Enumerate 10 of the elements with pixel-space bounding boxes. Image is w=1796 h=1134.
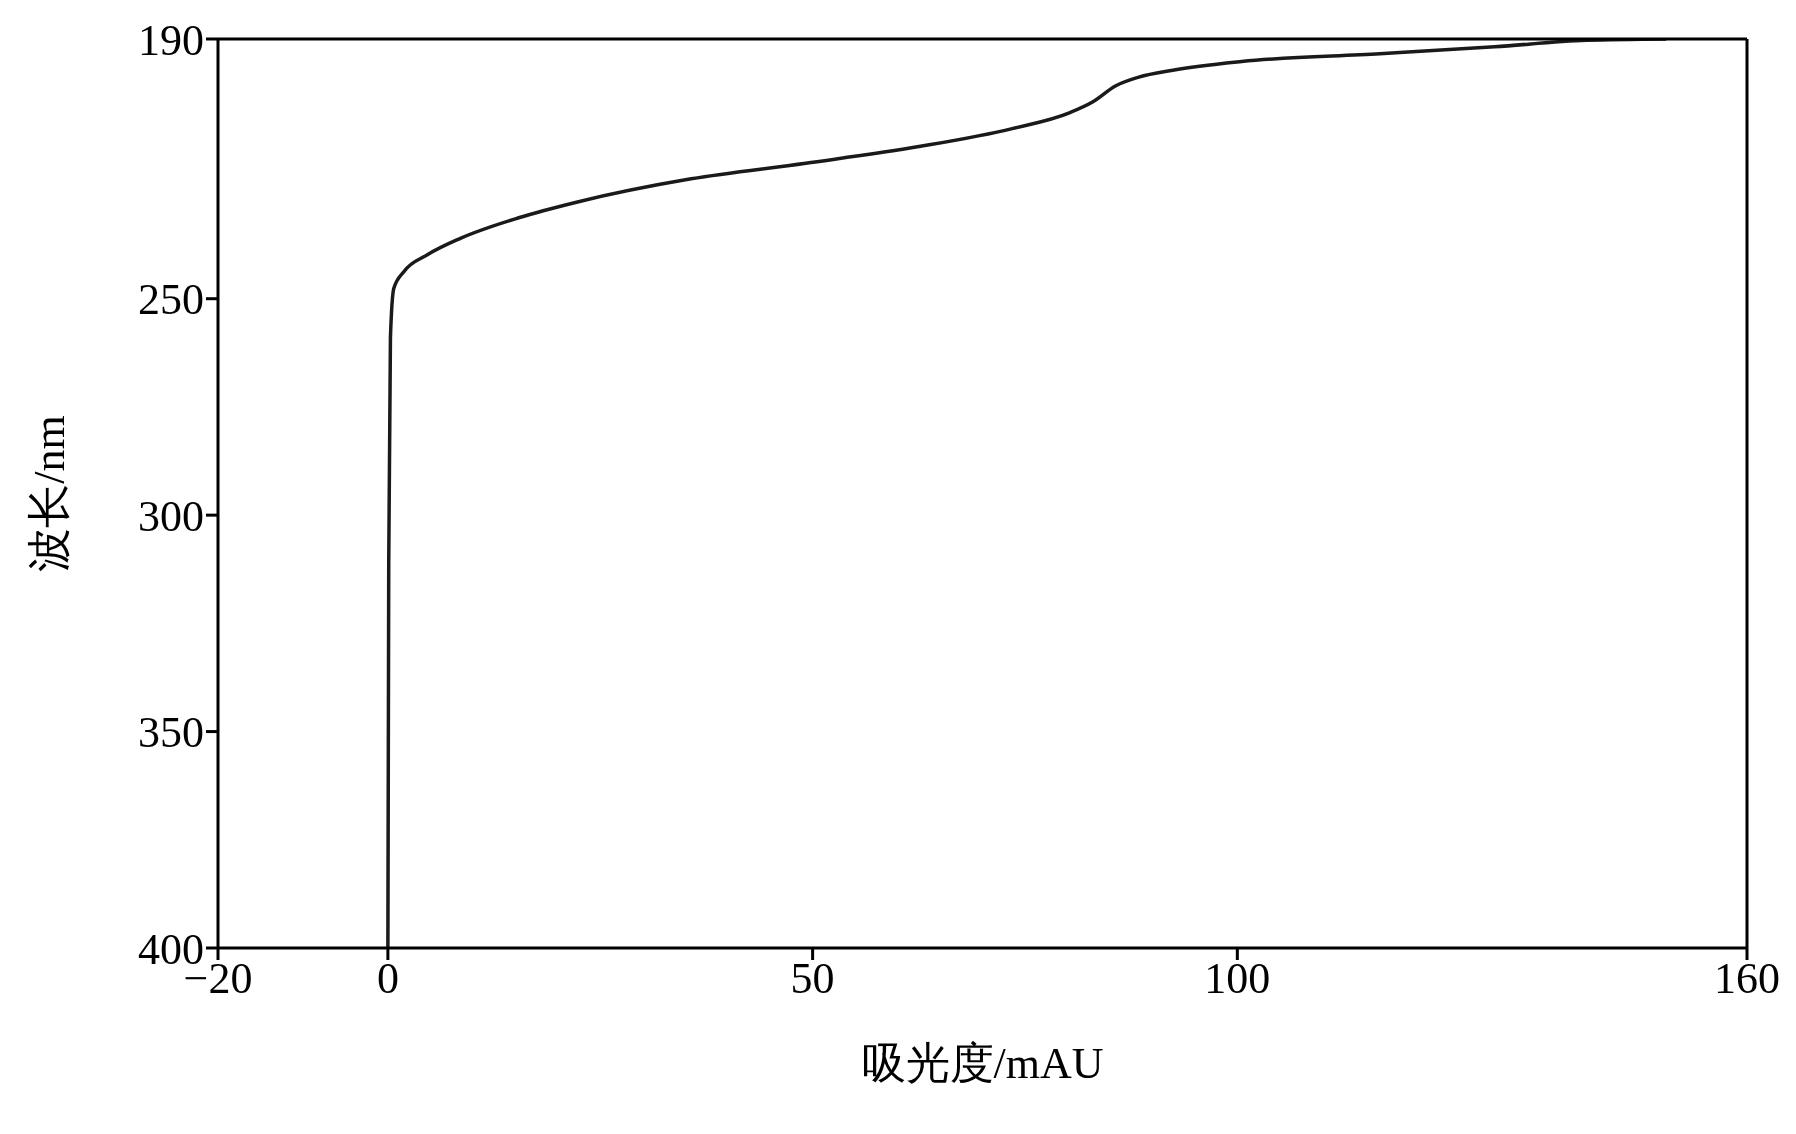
x-tick-label: 160 bbox=[1714, 954, 1780, 1004]
y-axis-title: 波长/nm bbox=[24, 415, 74, 572]
x-axis-title: 吸光度/mAU bbox=[861, 1039, 1104, 1088]
y-tick-label: 350 bbox=[138, 708, 204, 758]
x-tick-label: 0 bbox=[376, 954, 399, 1004]
x-tick-label: 50 bbox=[790, 954, 835, 1004]
y-tick-label: 250 bbox=[138, 275, 204, 325]
y-tick-label: 300 bbox=[138, 491, 204, 541]
y-tick-label: 190 bbox=[138, 15, 204, 65]
x-tick-label: 100 bbox=[1204, 954, 1271, 1004]
